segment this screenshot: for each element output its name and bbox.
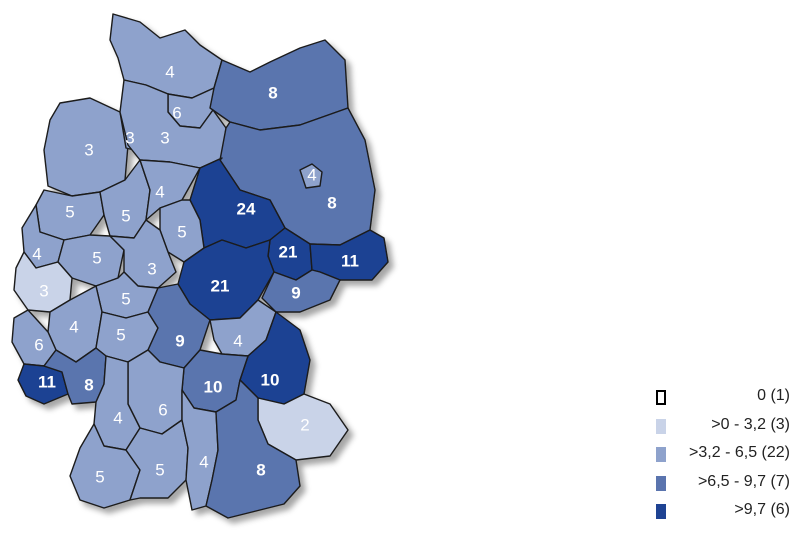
legend-item-class-4: >9,7 (6) bbox=[650, 500, 790, 529]
legend-swatch bbox=[656, 447, 666, 462]
region-value-label: 3 bbox=[39, 281, 48, 300]
legend-label: >0 - 3,2 (3) bbox=[711, 415, 790, 433]
region-value-label: 5 bbox=[116, 325, 125, 344]
region-value-label: 10 bbox=[204, 377, 223, 396]
region-value-label: 6 bbox=[158, 400, 167, 419]
region-value-label: 6 bbox=[34, 335, 43, 354]
legend-item-class-3: >6,5 - 9,7 (7) bbox=[650, 472, 790, 501]
legend-label: >6,5 - 9,7 (7) bbox=[697, 472, 790, 490]
region-value-label: 5 bbox=[121, 206, 130, 225]
region-value-label: 3 bbox=[125, 128, 134, 147]
region-value-label: 3 bbox=[160, 128, 169, 147]
region-value-label: 9 bbox=[175, 331, 184, 350]
region-value-label: 4 bbox=[69, 317, 78, 336]
legend-swatch bbox=[656, 418, 666, 434]
legend-label: >3,2 - 6,5 (22) bbox=[689, 444, 790, 461]
region-value-label: 4 bbox=[199, 452, 208, 471]
region-hessen-north bbox=[109, 219, 177, 289]
region-value-label: 21 bbox=[211, 276, 230, 295]
region-value-label: 4 bbox=[113, 408, 122, 427]
region-value-label: 5 bbox=[121, 289, 130, 308]
region-sachsen-south bbox=[261, 269, 341, 313]
region-value-label: 10 bbox=[261, 370, 280, 389]
region-value-label: 9 bbox=[291, 283, 300, 302]
region-value-label: 2 bbox=[300, 415, 309, 434]
region-value-label: 4 bbox=[155, 182, 164, 201]
legend-item-class-1: >0 - 3,2 (3) bbox=[650, 415, 790, 444]
region-value-label: 5 bbox=[65, 202, 74, 221]
region-value-label: 3 bbox=[147, 259, 156, 278]
region-value-label: 6 bbox=[172, 103, 181, 122]
legend-label: >9,7 (6) bbox=[734, 501, 790, 518]
legend-swatch bbox=[656, 390, 666, 405]
region-value-label: 5 bbox=[155, 460, 164, 479]
region-berlin bbox=[299, 163, 323, 189]
legend-item-zero: 0 (1) bbox=[650, 386, 790, 415]
region-value-label: 5 bbox=[95, 467, 104, 486]
map-legend: 0 (1) >0 - 3,2 (3) >3,2 - 6,5 (22) >6,5 … bbox=[650, 386, 790, 529]
region-value-label: 11 bbox=[38, 372, 56, 391]
region-value-label: 3 bbox=[84, 140, 93, 159]
region-value-label: 4 bbox=[32, 244, 41, 263]
region-value-label: 8 bbox=[268, 83, 277, 102]
region-value-label: 24 bbox=[237, 199, 256, 218]
region-value-label: 11 bbox=[341, 251, 359, 270]
legend-swatch bbox=[656, 475, 666, 491]
region-value-label: 4 bbox=[233, 331, 242, 350]
region-value-label: 8 bbox=[84, 375, 93, 394]
region-value-label: 5 bbox=[177, 222, 186, 241]
region-bayern-oberbayern bbox=[205, 379, 301, 519]
region-value-label: 4 bbox=[165, 62, 174, 81]
region-value-label: 21 bbox=[279, 242, 298, 261]
region-value-label: 8 bbox=[327, 193, 336, 212]
legend-swatch bbox=[656, 504, 666, 519]
region-value-label: 5 bbox=[92, 248, 101, 267]
legend-item-class-2: >3,2 - 6,5 (22) bbox=[650, 443, 790, 472]
region-value-label: 4 bbox=[307, 165, 316, 184]
region-value-label: 8 bbox=[256, 460, 265, 479]
region-baden-wuerttemberg-south bbox=[69, 423, 141, 509]
legend-label: 0 (1) bbox=[757, 387, 790, 404]
